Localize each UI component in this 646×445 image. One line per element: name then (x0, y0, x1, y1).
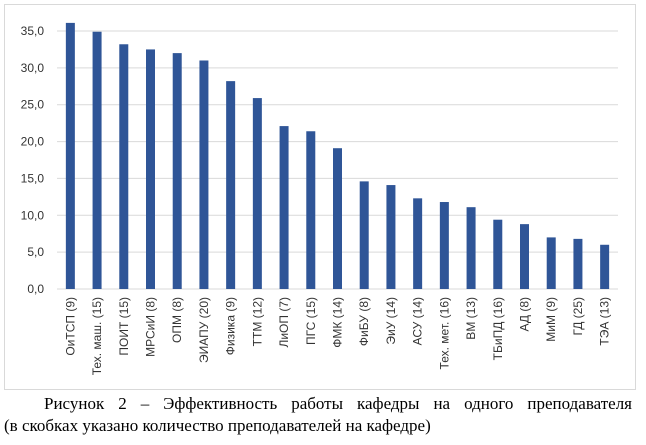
bar (279, 126, 289, 289)
y-tick-label: 30,0 (21, 61, 45, 75)
x-tick-label: ФиБУ (8) (357, 297, 371, 346)
x-tick-label: АД (8) (518, 297, 532, 332)
bars (65, 22, 610, 290)
x-tick-label: Физика (9) (224, 297, 238, 355)
x-tick-label: ГД (25) (571, 297, 585, 336)
bar (386, 185, 396, 289)
bar (252, 98, 262, 289)
bar (439, 202, 449, 289)
bar (65, 22, 75, 290)
x-tick-label: МРСиИ (8) (144, 297, 158, 357)
bar (413, 198, 423, 289)
y-tick-label: 5,0 (27, 245, 44, 259)
x-axis-labels: ОиТСП (9) Тех. маш. (15) ПОИТ (15) МРСиИ (8… (63, 297, 611, 375)
x-tick-label: АСУ (14) (411, 297, 425, 345)
x-tick-label: ПОИТ (15) (117, 297, 131, 356)
y-tick-label: 0,0 (27, 282, 44, 296)
x-tick-label: ЛиОП (7) (277, 297, 291, 348)
x-tick-label: ПГС (15) (304, 297, 318, 345)
x-tick-label: ФМК (14) (331, 297, 345, 348)
y-tick-label: 25,0 (21, 98, 45, 112)
bar-chart: 0,0 5,0 10,0 15,0 20,0 25,0 30,0 35,0 ОиТСП (9)… (21, 22, 618, 375)
bar (146, 49, 155, 289)
y-tick-label: 35,0 (21, 24, 45, 38)
x-tick-label: ОиТСП (9) (63, 297, 77, 356)
x-tick-label: МиМ (9) (544, 297, 558, 342)
bar (172, 53, 182, 289)
x-tick-label: ЭИАПУ (20) (197, 297, 211, 363)
caption-line-1: Рисунок 2 – Эффективность работы кафедры… (44, 394, 632, 413)
bar (92, 31, 102, 289)
x-tick-label: ЭиУ (14) (384, 297, 398, 345)
y-axis-ticks: 0,0 5,0 10,0 15,0 20,0 25,0 30,0 35,0 (21, 24, 45, 296)
x-tick-label: ТЭА (13) (598, 297, 612, 346)
bar (546, 237, 556, 289)
bar (520, 224, 529, 289)
x-tick-label: ОПМ (8) (170, 297, 184, 343)
y-tick-label: 20,0 (21, 135, 45, 149)
bar (119, 44, 129, 289)
bar (359, 181, 369, 289)
bar (600, 244, 610, 289)
x-tick-label: ТБиПД (16) (491, 297, 505, 360)
x-tick-label: Тех. маш. (15) (90, 297, 104, 375)
bar (333, 148, 342, 289)
figure-caption: Рисунок 2 – Эффективность работы кафедры… (4, 393, 632, 437)
bar (226, 81, 236, 289)
x-tick-label: Тех. мет. (16) (437, 297, 451, 369)
bar (493, 219, 503, 289)
x-tick-label: ТТМ (12) (250, 297, 264, 346)
x-tick-label: ВМ (13) (464, 297, 478, 340)
bar (466, 207, 476, 289)
caption-line-2: (в скобках указано количество преподават… (4, 416, 431, 435)
bar (306, 131, 316, 289)
bar (573, 238, 583, 289)
y-tick-label: 15,0 (21, 171, 45, 185)
y-tick-label: 10,0 (21, 208, 45, 222)
bar (199, 60, 209, 289)
